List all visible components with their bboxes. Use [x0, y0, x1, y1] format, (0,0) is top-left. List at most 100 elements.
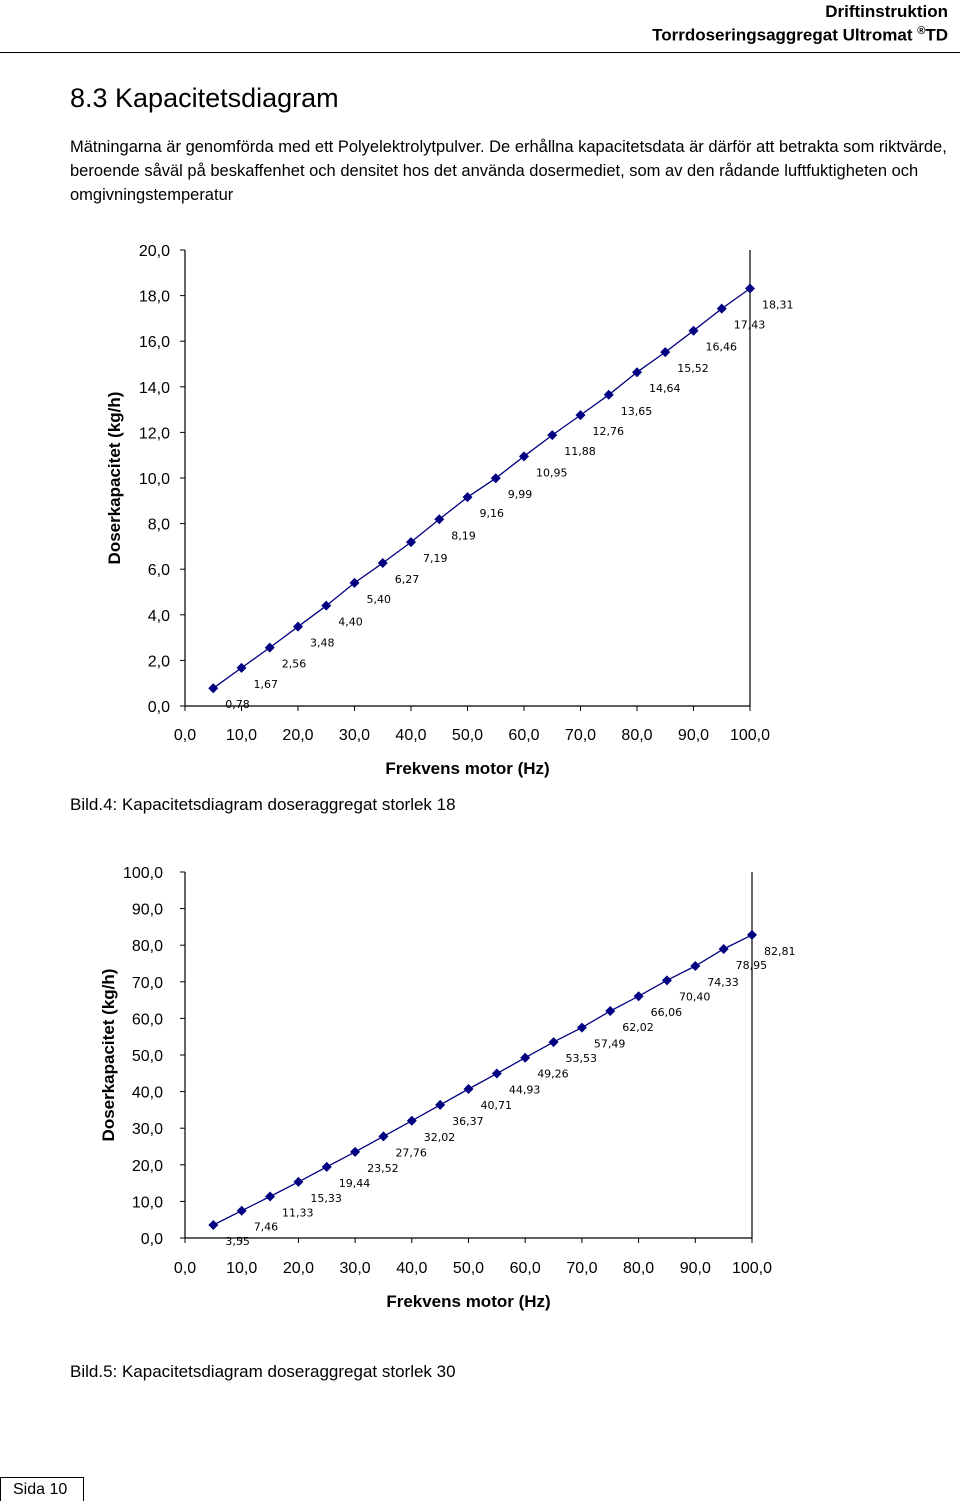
data-label: 44,93	[509, 1084, 540, 1097]
data-point-marker	[321, 1161, 332, 1172]
data-point-marker	[576, 1022, 587, 1033]
data-point-marker	[208, 683, 219, 694]
data-point-marker	[603, 389, 614, 400]
x-axis-title: Frekvens motor (Hz)	[385, 759, 549, 778]
data-label: 62,02	[622, 1021, 654, 1034]
data-point-marker	[236, 662, 247, 673]
y-axis-title: Doserkapacitet (kg/h)	[105, 392, 124, 565]
x-tick-label: 50,0	[452, 727, 483, 744]
page-number: Sida 10	[0, 1477, 84, 1501]
data-label: 82,81	[764, 945, 796, 958]
x-tick-label: 60,0	[508, 727, 539, 744]
series-line	[213, 934, 753, 1226]
y-tick-label: 20,0	[132, 1158, 163, 1175]
data-label: 13,65	[621, 405, 653, 418]
data-label: 23,52	[367, 1162, 399, 1175]
data-label: 0,78	[225, 698, 250, 711]
y-tick-label: 90,0	[132, 902, 163, 919]
data-point-marker	[463, 1084, 474, 1095]
x-tick-label: 20,0	[283, 1260, 314, 1277]
data-point-marker	[236, 1205, 247, 1216]
data-point-marker	[520, 1052, 531, 1063]
data-point-marker	[265, 1191, 276, 1202]
data-point-marker	[406, 537, 416, 548]
document-title: Driftinstruktion	[825, 2, 948, 21]
caption-bild-4: Bild.4: Kapacitetsdiagram doseraggregat …	[70, 795, 456, 814]
y-tick-label: 6,0	[148, 562, 170, 579]
data-label: 74,33	[707, 976, 739, 989]
data-point-marker	[349, 577, 360, 588]
data-point-marker	[745, 283, 755, 294]
data-label: 5,40	[367, 593, 392, 606]
y-tick-label: 8,0	[148, 517, 170, 534]
data-label: 66,06	[651, 1006, 683, 1019]
data-point-marker	[321, 600, 332, 611]
y-tick-label: 60,0	[132, 1011, 163, 1028]
data-point-marker	[377, 558, 388, 569]
product-suffix: TD	[925, 25, 948, 45]
y-tick-label: 20,0	[139, 243, 170, 260]
data-label: 16,46	[706, 341, 738, 354]
data-point-marker	[435, 1099, 446, 1110]
data-point-marker	[406, 1115, 417, 1126]
data-label: 7,46	[254, 1221, 279, 1234]
data-point-marker	[519, 451, 529, 462]
data-point-marker	[350, 1146, 361, 1157]
data-point-marker	[462, 492, 473, 503]
x-tick-label: 0,0	[174, 727, 196, 744]
data-label: 2,56	[282, 658, 307, 671]
data-label: 27,76	[395, 1146, 427, 1159]
x-tick-label: 10,0	[226, 727, 257, 744]
data-label: 49,26	[537, 1068, 569, 1081]
x-tick-label: 90,0	[680, 1260, 711, 1277]
data-point-marker	[378, 1131, 389, 1142]
x-tick-label: 90,0	[678, 727, 709, 744]
data-label: 3,55	[225, 1235, 250, 1248]
caption-bild-5: Bild.5: Kapacitetsdiagram doseraggregat …	[70, 1362, 456, 1381]
data-point-marker	[690, 960, 701, 971]
x-tick-label: 50,0	[453, 1260, 484, 1277]
document-subtitle: Torrdoseringsaggregat Ultromat ®TD	[652, 25, 948, 46]
y-tick-label: 0,0	[141, 1231, 163, 1248]
data-label: 14,64	[649, 382, 681, 395]
data-point-marker	[575, 410, 586, 421]
capacity-chart-size-30: 0,0 10,0 20,0 30,0 40,0 50,0 60,0 70,0 80,0 90,0 1…	[99, 865, 796, 1311]
data-label: 15,33	[310, 1192, 342, 1205]
data-label: 19,44	[339, 1177, 371, 1190]
y-tick-label: 18,0	[139, 289, 170, 306]
intro-paragraph: Mätningarna är genomförda med ett Polyel…	[70, 138, 947, 204]
registered-mark: ®	[917, 25, 926, 37]
data-point-marker	[547, 430, 558, 441]
y-tick-label: 100,0	[123, 865, 163, 882]
capacity-chart-size-18: 0,0 2,0 4,0 6,0 8,0 10,0 12,0 14,0 16,0 18,0 20,0 0…	[105, 243, 794, 778]
x-axis-title: Frekvens motor (Hz)	[386, 1292, 550, 1311]
y-tick-label: 10,0	[132, 1194, 163, 1211]
data-label: 11,88	[564, 445, 596, 458]
x-tick-label: 60,0	[510, 1260, 541, 1277]
data-point-marker	[434, 514, 445, 525]
data-label: 1,67	[254, 678, 279, 691]
y-tick-label: 16,0	[139, 334, 170, 351]
data-point-marker	[293, 1176, 304, 1187]
x-tick-label: 20,0	[282, 727, 313, 744]
data-point-marker	[264, 642, 275, 653]
data-label: 11,33	[282, 1207, 314, 1220]
y-tick-label: 2,0	[148, 653, 170, 670]
y-tick-label: 12,0	[139, 425, 170, 442]
data-label: 40,71	[481, 1099, 513, 1112]
data-label: 6,27	[395, 573, 420, 586]
data-label: 17,43	[734, 319, 766, 332]
data-label: 7,19	[423, 552, 448, 565]
data-point-marker	[660, 347, 671, 358]
data-label: 53,53	[566, 1052, 598, 1065]
data-point-marker	[490, 473, 501, 484]
data-label: 57,49	[594, 1038, 626, 1051]
x-tick-label: 30,0	[340, 1260, 371, 1277]
y-tick-label: 10,0	[139, 471, 170, 488]
data-label: 70,40	[679, 990, 711, 1003]
data-label: 32,02	[424, 1131, 456, 1144]
data-label: 15,52	[677, 362, 709, 375]
x-tick-label: 100,0	[730, 727, 770, 744]
y-tick-label: 70,0	[132, 975, 163, 992]
x-tick-label: 30,0	[339, 727, 370, 744]
